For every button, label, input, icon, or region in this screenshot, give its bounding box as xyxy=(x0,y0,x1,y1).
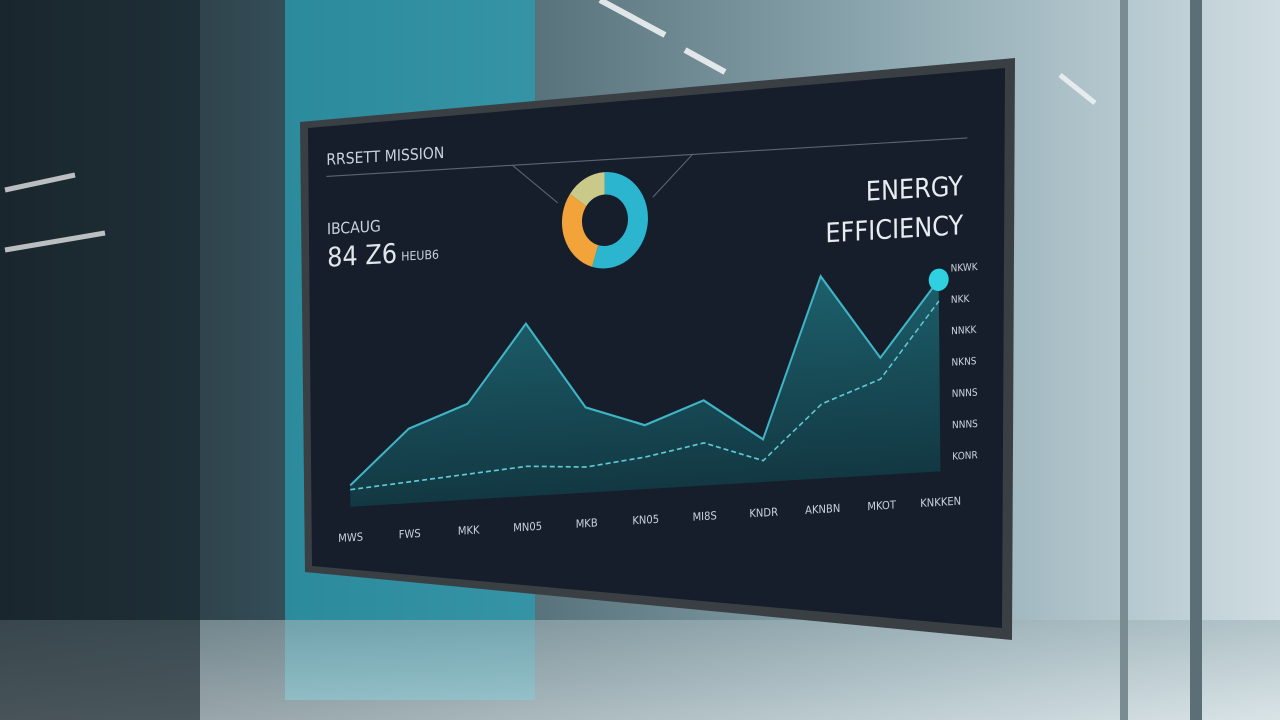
x-tick-label: MKK xyxy=(458,523,481,538)
x-tick-label: MN05 xyxy=(513,519,542,534)
ceiling-light xyxy=(4,230,106,253)
area-line xyxy=(349,274,940,487)
x-tick-label: MKOT xyxy=(867,498,896,513)
stat-unit: HEUB6 xyxy=(401,247,439,264)
x-tick-label: MKB xyxy=(576,516,598,531)
divider xyxy=(512,164,559,204)
x-tick-label: KN05 xyxy=(632,512,659,527)
window-frame xyxy=(1120,0,1128,720)
area-fill xyxy=(350,276,941,507)
donut-segment xyxy=(592,172,648,269)
donut-segment xyxy=(569,172,606,207)
floor xyxy=(0,620,1280,720)
highlight-point xyxy=(928,268,949,291)
x-tick-label: MI8S xyxy=(692,509,717,524)
ceiling-light xyxy=(683,47,727,75)
x-tick-label: KNKKEN xyxy=(920,494,961,510)
heading-line: ENERGY xyxy=(866,171,964,208)
stat-value: 84 Z6 xyxy=(327,238,397,274)
x-tick-label: KNDR xyxy=(749,505,778,520)
right-label: NNNS xyxy=(952,387,978,400)
right-label: NKK xyxy=(951,293,970,306)
x-tick-label: AKNBN xyxy=(805,501,840,517)
stat-label: IBCAUG xyxy=(327,216,381,238)
right-label: NNNS xyxy=(952,418,978,431)
ceiling-light xyxy=(1058,73,1097,105)
ceiling-light xyxy=(598,0,667,38)
dashed-line xyxy=(350,300,940,491)
dark-pillar xyxy=(0,0,200,720)
divider xyxy=(652,154,693,198)
x-tick-label: MWS xyxy=(338,530,363,545)
right-label: KONR xyxy=(952,450,978,463)
ceiling-light xyxy=(4,172,76,193)
x-tick-label: FWS xyxy=(399,526,421,541)
right-label: NNKK xyxy=(951,324,977,337)
donut-segment xyxy=(562,194,599,267)
right-label: NKNS xyxy=(951,356,976,369)
right-label: NKWK xyxy=(951,262,979,275)
window-frame xyxy=(1190,0,1202,720)
divider xyxy=(326,137,968,178)
